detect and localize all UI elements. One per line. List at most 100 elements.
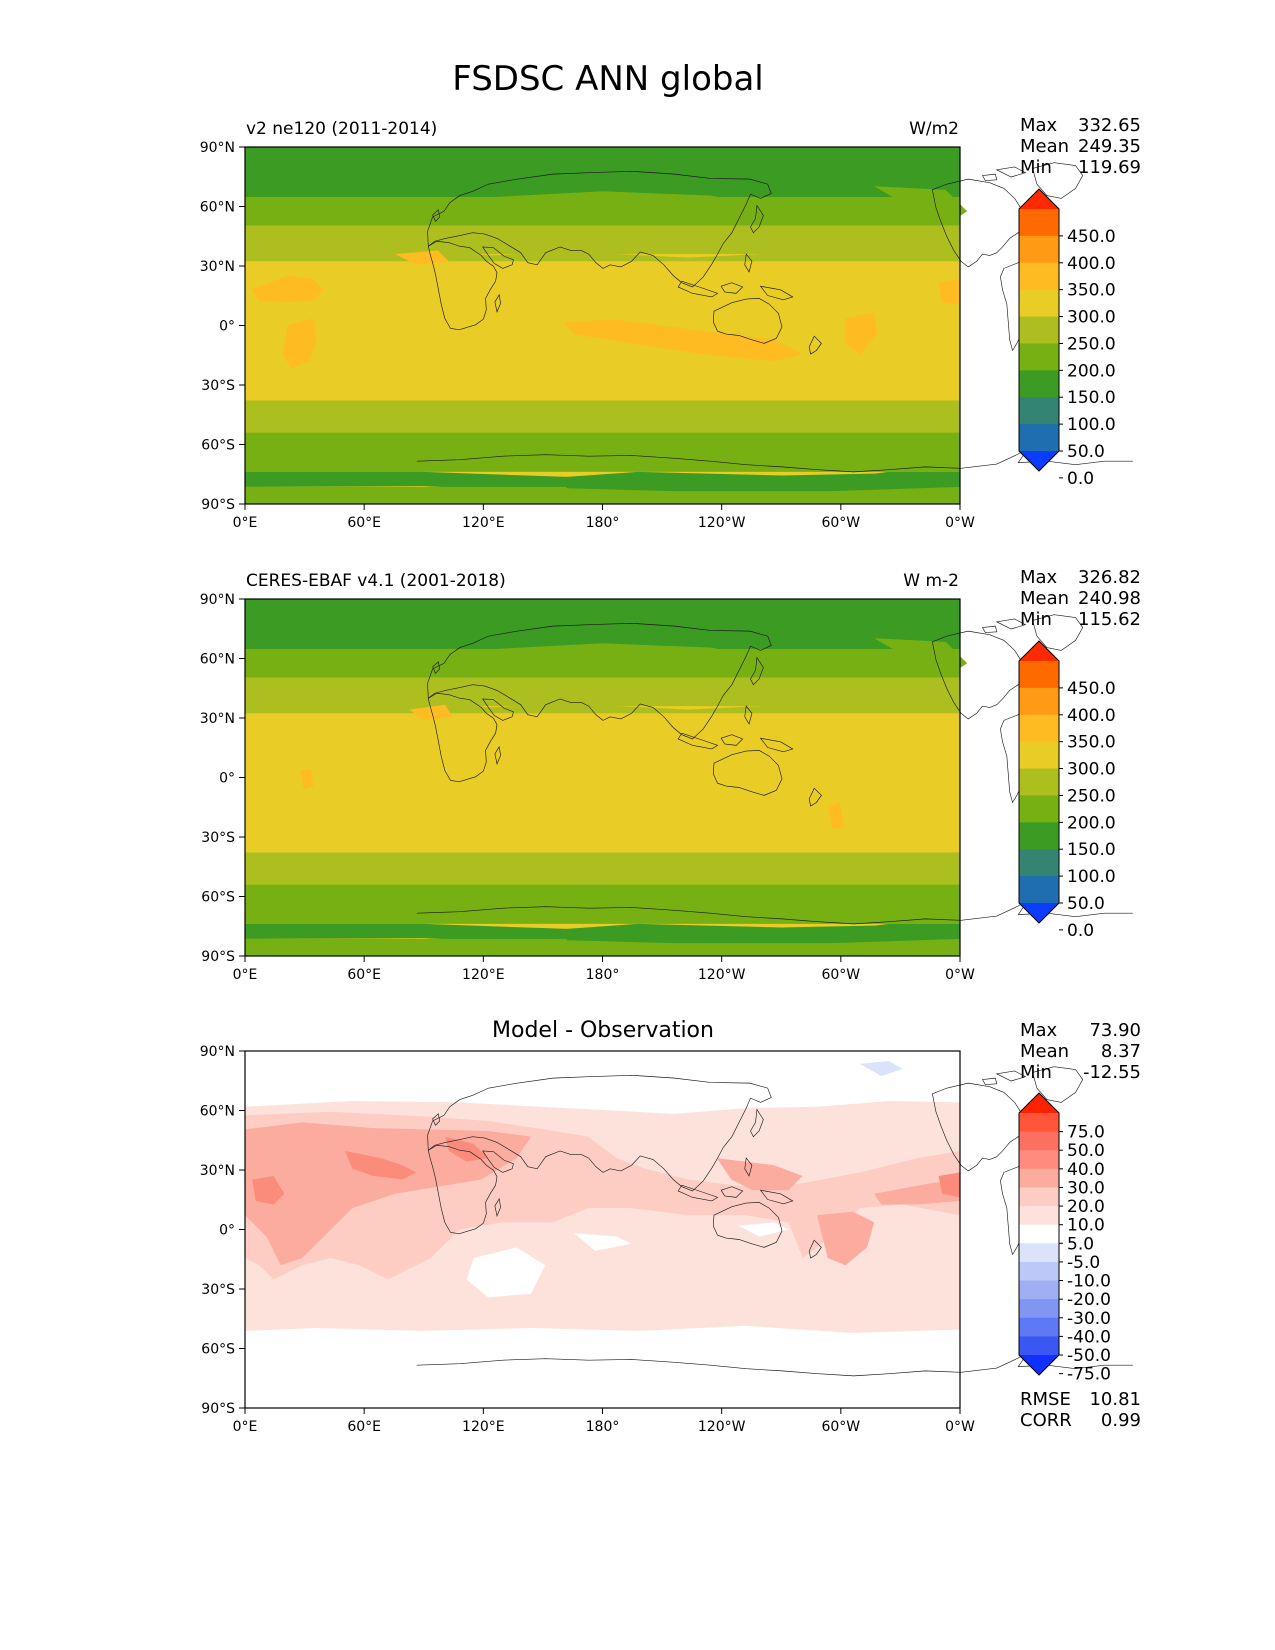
colorbar-label: -40.0	[1067, 1327, 1111, 1347]
panel-obs-right-title: W m-2	[903, 571, 959, 591]
stat-value-mean: 8.37	[1101, 1041, 1141, 1062]
lat-tick-label: 60°N	[200, 1104, 235, 1120]
colorbar-label: 5.0	[1067, 1234, 1094, 1254]
stat-label-min: Min	[1020, 157, 1052, 178]
colorbar-segment	[1019, 370, 1059, 398]
colorbar-cap-bottom	[1019, 903, 1059, 923]
stat-value-max: 73.90	[1089, 1020, 1141, 1041]
colorbar-2: 450.0 400.0 350.0 300.0 250.0 200.0 150.0 100.0…	[1018, 640, 1116, 941]
panel-model-right-title: W/m2	[909, 119, 959, 139]
corr-label: CORR	[1020, 1410, 1072, 1431]
stat-value-min: 119.69	[1078, 157, 1141, 178]
lon-tick-label: 60°W	[821, 967, 860, 983]
panel-model-map	[245, 147, 968, 504]
panel-model-left-title: v2 ne120 (2011-2014)	[246, 119, 437, 139]
colorbar-segment	[1019, 1243, 1059, 1263]
colorbar-label: 30.0	[1067, 1178, 1105, 1198]
lon-tick-label: 60°E	[347, 1419, 381, 1435]
stat-value-min: -12.55	[1083, 1062, 1141, 1083]
stat-label-min: Min	[1020, 609, 1052, 630]
colorbar-label: 400.0	[1067, 706, 1116, 726]
colorbar-label: 75.0	[1067, 1123, 1105, 1143]
colorbar-segment	[1019, 822, 1059, 850]
orange-region	[282, 318, 317, 369]
colorbar-label: 350.0	[1067, 733, 1116, 753]
orange-region	[845, 312, 878, 355]
lat-tick-label: 90°S	[201, 949, 235, 965]
colorbar-cap-bottom	[1019, 451, 1059, 471]
stat-label-max: Max	[1020, 115, 1058, 136]
colorbar-label: 400.0	[1067, 254, 1116, 274]
colorbar-label: 50.0	[1067, 1141, 1105, 1161]
colorbar-label: 450.0	[1067, 679, 1116, 699]
lat-tick-label: 30°N	[200, 711, 235, 727]
lon-tick-label: 60°E	[347, 515, 381, 531]
stat-value-max: 332.65	[1078, 115, 1141, 136]
colorbar-segment	[1019, 768, 1059, 796]
colorbar-segment	[1019, 741, 1059, 770]
colorbar-label: 50.0	[1067, 442, 1105, 462]
lat-tick-label: 30°S	[201, 1282, 235, 1298]
panel-model: v2 ne120 (2011-2014) W/m2	[244, 119, 1134, 505]
orange-region	[300, 768, 314, 789]
colorbar-label: 200.0	[1067, 361, 1116, 381]
colorbar-label: 100.0	[1067, 415, 1116, 435]
corr-value: 0.99	[1101, 1410, 1141, 1431]
panel-obs-map	[245, 599, 968, 956]
lon-tick-label: 120°W	[698, 967, 746, 983]
lon-tick-label: 60°W	[821, 515, 860, 531]
lon-tick-label: 60°E	[347, 967, 381, 983]
stat-value-max: 326.82	[1078, 567, 1141, 588]
colorbar-segment	[1019, 289, 1059, 318]
colorbar-label: -50.0	[1067, 1346, 1111, 1366]
colorbar-1: 450.0 400.0 350.0 300.0 250.0 200.0 150.0 100.0…	[1018, 188, 1116, 489]
stat-value-min: 115.62	[1078, 609, 1141, 630]
lat-tick-label: 0°	[219, 319, 235, 335]
colorbar-label: 150.0	[1067, 840, 1116, 860]
panel-diff-title: Model - Observation	[492, 1018, 714, 1043]
colorbar-segment	[1019, 1150, 1059, 1170]
colorbar-label: 40.0	[1067, 1160, 1105, 1180]
colorbar-label: 0.0	[1067, 469, 1094, 489]
lat-tick-label: 90°N	[200, 1044, 235, 1060]
lat-tick-label: 0°	[219, 771, 235, 787]
colorbar-segment	[1019, 1317, 1059, 1337]
colorbar-segment	[1019, 849, 1059, 877]
lon-tick-label: 120°W	[698, 515, 746, 531]
rmse-label: RMSE	[1020, 1389, 1071, 1410]
panel-obs: CERES-EBAF v4.1 (2001-2018) W m-2	[244, 571, 1134, 957]
orange-region	[563, 319, 803, 362]
lon-tick-label: 0°E	[233, 1419, 258, 1435]
colorbar-label: -5.0	[1067, 1253, 1100, 1273]
lat-tick-label: 90°S	[201, 497, 235, 513]
lat-tick-label: 60°N	[200, 652, 235, 668]
colorbar-segment	[1019, 1336, 1059, 1356]
lon-tick-label: 120°W	[698, 1419, 746, 1435]
stat-label-max: Max	[1020, 1020, 1058, 1041]
colorbar-label: -20.0	[1067, 1290, 1111, 1310]
colorbar-label: 20.0	[1067, 1197, 1105, 1217]
colorbar-cap-bottom	[1019, 1355, 1059, 1375]
lon-tick-label: 0°W	[945, 1419, 975, 1435]
colorbar-label: -30.0	[1067, 1309, 1111, 1329]
colorbar-segment	[1019, 876, 1059, 904]
colorbar-cap-top	[1019, 1093, 1059, 1113]
lon-tick-label: 0°E	[233, 515, 258, 531]
colorbar-label: 350.0	[1067, 281, 1116, 301]
figure-title: FSDSC ANN global	[452, 59, 763, 99]
lat-tick-label: 90°S	[201, 1401, 235, 1417]
colorbar-label: 150.0	[1067, 388, 1116, 408]
lon-tick-label: 180°	[586, 1419, 620, 1435]
stat-label-mean: Mean	[1020, 136, 1069, 157]
lat-tick-label: 60°S	[201, 890, 235, 906]
lon-tick-label: 0°W	[945, 515, 975, 531]
colorbar-segment	[1019, 714, 1059, 743]
lon-tick-label: 180°	[586, 515, 620, 531]
lat-tick-label: 30°N	[200, 1163, 235, 1179]
sidebars: Max 332.65 Mean 249.35 Min 119.69 450.0 400.0 35…	[1018, 115, 1141, 1385]
stat-value-mean: 249.35	[1078, 136, 1141, 157]
stat-label-min: Min	[1020, 1062, 1052, 1083]
lat-tick-label: 30°S	[201, 830, 235, 846]
colorbar-label: 300.0	[1067, 760, 1116, 780]
